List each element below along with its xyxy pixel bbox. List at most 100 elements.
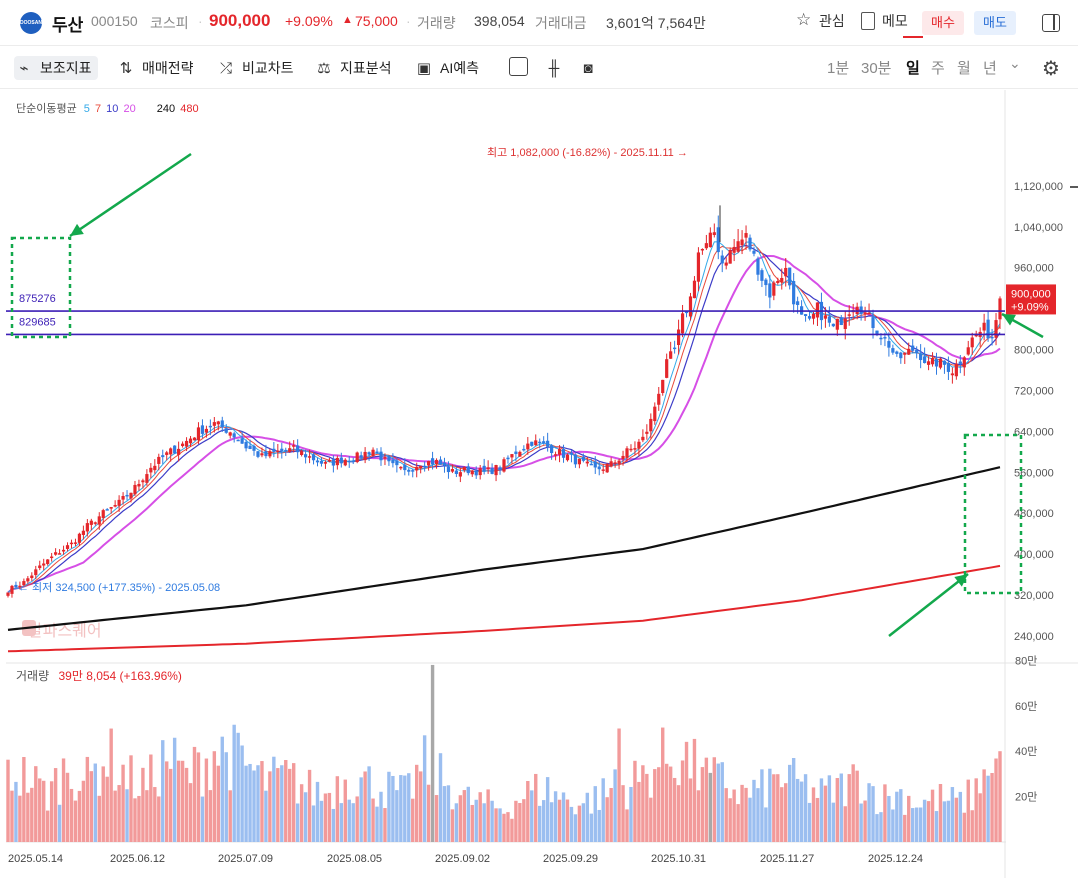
volume-bar bbox=[176, 760, 181, 842]
period-day[interactable]: 일 bbox=[906, 60, 920, 77]
stock-name[interactable]: 두산 bbox=[52, 16, 84, 35]
analysis-button[interactable]: ⚖ 지표분석 bbox=[314, 56, 391, 80]
side-panel-icon[interactable] bbox=[1042, 14, 1060, 32]
candle-body bbox=[994, 320, 998, 338]
candle-body bbox=[296, 445, 300, 453]
y-tick-label: 240,000 bbox=[1014, 631, 1054, 643]
volume-bar bbox=[97, 795, 101, 842]
candle-body bbox=[363, 451, 367, 461]
volume-bar bbox=[188, 783, 193, 842]
volume-bar bbox=[907, 795, 911, 842]
volume-bar bbox=[303, 792, 308, 842]
high-price-label: 최고 1,082,000 (-16.82%) - 2025.11.11 → bbox=[487, 146, 688, 159]
volume-bar bbox=[256, 765, 260, 842]
volume-bar bbox=[121, 764, 125, 842]
candle-body bbox=[101, 510, 105, 518]
star-icon[interactable]: ☆ bbox=[796, 10, 812, 29]
volume-bar bbox=[716, 763, 720, 842]
gear-icon[interactable]: ⚙ bbox=[1042, 58, 1060, 80]
candle-body bbox=[6, 592, 10, 596]
volume-bar bbox=[284, 759, 288, 842]
volume-bar bbox=[534, 773, 538, 842]
current-price: 900,000 bbox=[209, 11, 271, 30]
buy-button[interactable]: 매수 bbox=[922, 11, 964, 35]
candle-body bbox=[38, 565, 42, 569]
candle-body bbox=[216, 421, 220, 425]
x-tick-label: 2025.12.24 bbox=[868, 853, 923, 865]
candle-body bbox=[256, 451, 260, 457]
volume-bar bbox=[684, 741, 689, 842]
volume-bar bbox=[637, 781, 641, 842]
volume-bar bbox=[621, 785, 625, 842]
candle-body bbox=[228, 432, 232, 436]
volume-bar bbox=[371, 798, 375, 842]
volume-bar bbox=[593, 786, 597, 842]
candle-type-button[interactable]: ╫ bbox=[544, 56, 570, 80]
ai-predict-button[interactable]: ▣ AI예측 bbox=[414, 56, 479, 80]
volume-bar bbox=[871, 786, 875, 842]
drawing-box-icon[interactable] bbox=[509, 57, 528, 76]
period-30min[interactable]: 30분 bbox=[861, 60, 892, 77]
indicators-button[interactable]: ⌁ 보조지표 bbox=[14, 56, 98, 80]
candle-body bbox=[938, 358, 943, 368]
period-1min[interactable]: 1분 bbox=[827, 60, 850, 77]
candle-body bbox=[692, 280, 697, 299]
volume-bar bbox=[6, 759, 10, 842]
candle-body bbox=[355, 452, 359, 463]
candle-body bbox=[550, 445, 554, 454]
volume-bar bbox=[430, 664, 435, 842]
sell-button[interactable]: 매도 bbox=[974, 11, 1016, 35]
screenshot-button[interactable]: ◙ bbox=[578, 56, 604, 80]
volume-bar bbox=[557, 799, 562, 842]
annotation-arrow-top-head bbox=[70, 223, 84, 236]
memo-icon[interactable] bbox=[861, 12, 875, 30]
candle-body bbox=[934, 358, 939, 367]
period-month[interactable]: 월 bbox=[957, 60, 971, 77]
candle-body bbox=[169, 448, 173, 455]
annotation-arrow-bottom-head bbox=[954, 574, 968, 587]
candle-body bbox=[597, 466, 601, 470]
candle-body bbox=[875, 330, 879, 334]
candle-body bbox=[645, 431, 649, 434]
candle-body bbox=[478, 468, 482, 476]
candle-body bbox=[688, 296, 693, 317]
candle-body bbox=[248, 445, 252, 450]
strategy-button[interactable]: ⇅ 매매전략 bbox=[116, 56, 194, 80]
memo-button[interactable]: 메모 bbox=[882, 13, 908, 29]
period-year[interactable]: 년 bbox=[983, 60, 997, 77]
volume-bar bbox=[69, 788, 74, 842]
candle-body bbox=[272, 448, 276, 452]
candle-body bbox=[700, 248, 704, 251]
favorite-button[interactable]: 관심 bbox=[819, 13, 845, 29]
volume-bar bbox=[220, 736, 224, 842]
candle-body bbox=[708, 232, 712, 248]
candle-body bbox=[22, 581, 26, 586]
candle-body bbox=[919, 353, 923, 361]
candle-body bbox=[125, 494, 129, 497]
volume-legend-title: 거래량 bbox=[16, 669, 50, 683]
chart-toolbar: ⌁ 보조지표 ⇅ 매매전략 ⤮ 비교차트 ⚖ 지표분석 ▣ AI예측 ╫ ◙ 1분 30분… bbox=[0, 47, 1078, 89]
candle-body bbox=[891, 348, 895, 353]
chevron-down-icon[interactable]: ⌄ bbox=[1009, 55, 1021, 71]
candle-body bbox=[879, 337, 883, 340]
compare-button[interactable]: ⤮ 비교차트 bbox=[216, 56, 294, 80]
candle-body bbox=[990, 336, 994, 339]
candle-body bbox=[204, 428, 208, 433]
candle-body bbox=[335, 457, 339, 466]
candle-body bbox=[196, 427, 201, 441]
candle-body bbox=[446, 466, 451, 473]
volume-bar bbox=[129, 755, 133, 842]
volume-bar bbox=[891, 809, 895, 842]
candle-body bbox=[323, 462, 328, 464]
volume-bar bbox=[934, 811, 939, 842]
volume-bar bbox=[268, 771, 272, 842]
volume-bar bbox=[240, 745, 244, 842]
period-week[interactable]: 주 bbox=[931, 60, 945, 77]
candle-body bbox=[839, 317, 843, 326]
volume-tick-label: 60만 bbox=[1015, 700, 1037, 713]
analysis-icon: ⚖ bbox=[317, 60, 331, 77]
volume-bar bbox=[446, 785, 451, 842]
volume-bar bbox=[970, 810, 974, 842]
volume-bar bbox=[486, 789, 490, 842]
